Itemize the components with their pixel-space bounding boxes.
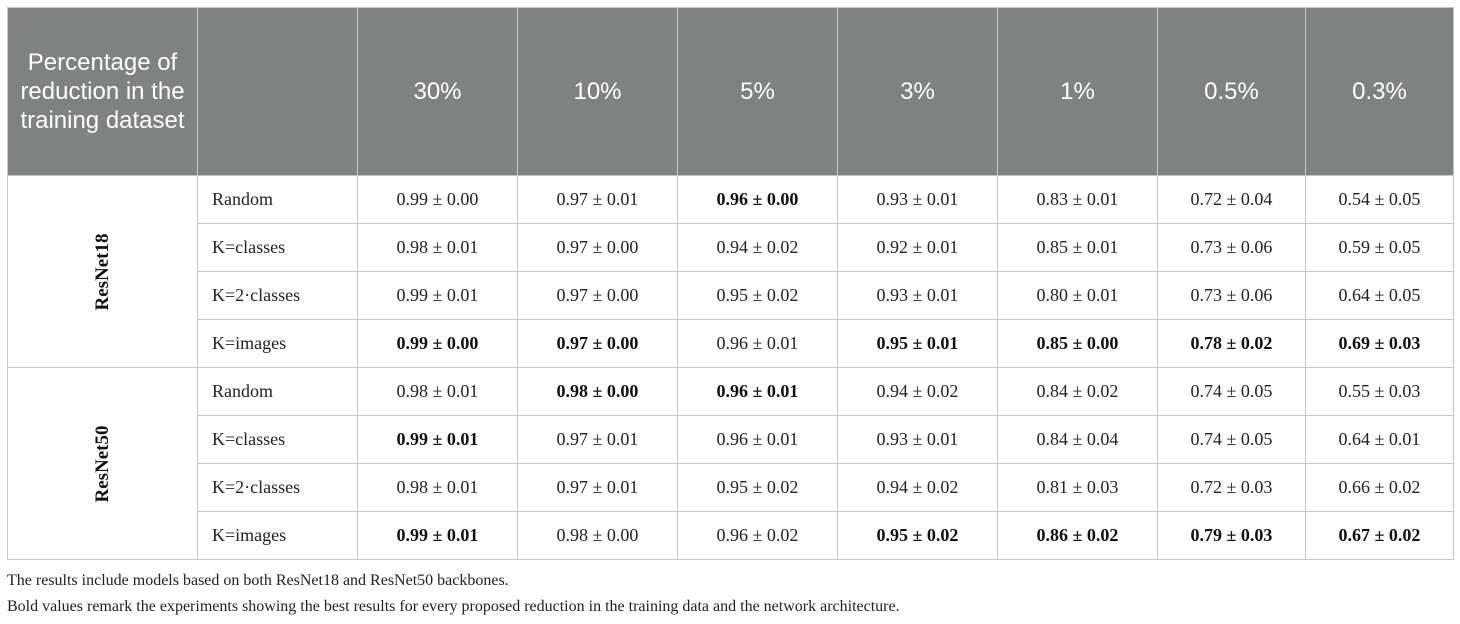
value-cell: 0.97 ± 0.01 bbox=[517, 463, 678, 512]
column-header: 0.5% bbox=[1157, 7, 1306, 176]
value-cell: 0.97 ± 0.00 bbox=[517, 223, 678, 272]
value-cell: 0.97 ± 0.00 bbox=[517, 271, 678, 320]
value-cell: 0.95 ± 0.02 bbox=[677, 463, 838, 512]
blank-header-cell bbox=[197, 7, 358, 176]
value-cell: 0.85 ± 0.01 bbox=[997, 223, 1158, 272]
value-cell: 0.96 ± 0.01 bbox=[677, 415, 838, 464]
value-cell: 0.96 ± 0.02 bbox=[677, 511, 838, 560]
value-cell: 0.83 ± 0.01 bbox=[997, 175, 1158, 224]
value-cell: 0.97 ± 0.01 bbox=[517, 175, 678, 224]
value-cell: 0.74 ± 0.05 bbox=[1157, 415, 1306, 464]
value-cell: 0.97 ± 0.01 bbox=[517, 415, 678, 464]
best-value-cell: 0.86 ± 0.02 bbox=[997, 511, 1158, 560]
value-cell: 0.93 ± 0.01 bbox=[837, 415, 998, 464]
value-cell: 0.94 ± 0.02 bbox=[837, 367, 998, 416]
backbone-group-cell: ResNet18 bbox=[7, 175, 198, 368]
value-cell: 0.95 ± 0.02 bbox=[677, 271, 838, 320]
value-cell: 0.81 ± 0.03 bbox=[997, 463, 1158, 512]
backbone-label: ResNet50 bbox=[91, 424, 113, 503]
method-cell: K=2·classes bbox=[197, 271, 358, 320]
best-value-cell: 0.95 ± 0.01 bbox=[837, 319, 998, 368]
value-cell: 0.94 ± 0.02 bbox=[677, 223, 838, 272]
value-cell: 0.59 ± 0.05 bbox=[1305, 223, 1454, 272]
best-value-cell: 0.67 ± 0.02 bbox=[1305, 511, 1454, 560]
table-row: ResNet50 Random 0.98 ± 0.01 0.98 ± 0.00 0.96… bbox=[7, 367, 1454, 560]
method-cell: Random bbox=[197, 367, 358, 416]
column-header: 0.3% bbox=[1305, 7, 1454, 176]
value-cell: 0.98 ± 0.01 bbox=[357, 223, 518, 272]
best-value-cell: 0.99 ± 0.01 bbox=[357, 511, 518, 560]
value-cell: 0.98 ± 0.00 bbox=[517, 511, 678, 560]
value-cell: 0.72 ± 0.03 bbox=[1157, 463, 1306, 512]
column-header: 1% bbox=[997, 7, 1158, 176]
best-value-cell: 0.95 ± 0.02 bbox=[837, 511, 998, 560]
method-cell: K=classes bbox=[197, 415, 358, 464]
method-cell: K=classes bbox=[197, 223, 358, 272]
column-header: 3% bbox=[837, 7, 998, 176]
footnote: Bold values remark the experiments showi… bbox=[7, 598, 900, 615]
best-value-cell: 0.85 ± 0.00 bbox=[997, 319, 1158, 368]
value-cell: 0.99 ± 0.00 bbox=[357, 175, 518, 224]
value-cell: 0.73 ± 0.06 bbox=[1157, 223, 1306, 272]
value-cell: 0.80 ± 0.01 bbox=[997, 271, 1158, 320]
best-value-cell: 0.98 ± 0.00 bbox=[517, 367, 678, 416]
table-row: K=images 0.99 ± 0.00 0.97 ± 0.00 0.96 ± 0.0… bbox=[8, 319, 1454, 368]
column-header: 5% bbox=[677, 7, 838, 176]
best-value-cell: 0.69 ± 0.03 bbox=[1305, 319, 1454, 368]
table-footnotes: The results include models based on both… bbox=[7, 568, 900, 620]
method-cell: Random bbox=[197, 175, 358, 224]
table-row: ResNet18 Random 0.99 ± 0.00 0.97 ± 0.01 0.96… bbox=[7, 175, 1454, 368]
value-cell: 0.98 ± 0.01 bbox=[357, 463, 518, 512]
best-value-cell: 0.96 ± 0.00 bbox=[677, 175, 838, 224]
method-cell: K=2·classes bbox=[197, 463, 358, 512]
value-cell: 0.64 ± 0.01 bbox=[1305, 415, 1454, 464]
value-cell: 0.92 ± 0.01 bbox=[837, 223, 998, 272]
table-row: K=classes 0.99 ± 0.01 0.97 ± 0.01 0.96 ± 0.… bbox=[8, 415, 1454, 464]
results-table: Percentage of reduction in the training … bbox=[7, 7, 1454, 560]
table-body: ResNet18 Random 0.99 ± 0.00 0.97 ± 0.01 0.96… bbox=[7, 175, 1454, 560]
method-cell: K=images bbox=[197, 319, 358, 368]
corner-header: Percentage of reduction in the training … bbox=[7, 7, 198, 176]
table-row: K=2·classes 0.98 ± 0.01 0.97 ± 0.01 0.95 ± … bbox=[8, 463, 1454, 512]
footnote: The results include models based on both… bbox=[7, 572, 509, 589]
value-cell: 0.64 ± 0.05 bbox=[1305, 271, 1454, 320]
column-header: 10% bbox=[517, 7, 678, 176]
value-cell: 0.98 ± 0.01 bbox=[357, 367, 518, 416]
best-value-cell: 0.96 ± 0.01 bbox=[677, 367, 838, 416]
best-value-cell: 0.97 ± 0.00 bbox=[517, 319, 678, 368]
best-value-cell: 0.79 ± 0.03 bbox=[1157, 511, 1306, 560]
value-cell: 0.96 ± 0.01 bbox=[677, 319, 838, 368]
best-value-cell: 0.78 ± 0.02 bbox=[1157, 319, 1306, 368]
value-cell: 0.84 ± 0.02 bbox=[997, 367, 1158, 416]
value-cell: 0.94 ± 0.02 bbox=[837, 463, 998, 512]
header-row: Percentage of reduction in the training … bbox=[7, 7, 1454, 176]
value-cell: 0.55 ± 0.03 bbox=[1305, 367, 1454, 416]
value-cell: 0.93 ± 0.01 bbox=[837, 175, 998, 224]
value-cell: 0.72 ± 0.04 bbox=[1157, 175, 1306, 224]
value-cell: 0.93 ± 0.01 bbox=[837, 271, 998, 320]
backbone-label: ResNet18 bbox=[91, 232, 113, 311]
best-value-cell: 0.99 ± 0.01 bbox=[357, 415, 518, 464]
table-row: K=images 0.99 ± 0.01 0.98 ± 0.00 0.96 ± 0.0… bbox=[8, 511, 1454, 560]
value-cell: 0.74 ± 0.05 bbox=[1157, 367, 1306, 416]
column-header: 30% bbox=[357, 7, 518, 176]
table-row: K=classes 0.98 ± 0.01 0.97 ± 0.00 0.94 ± 0.… bbox=[8, 223, 1454, 272]
backbone-group-cell: ResNet50 bbox=[7, 367, 198, 560]
value-cell: 0.54 ± 0.05 bbox=[1305, 175, 1454, 224]
value-cell: 0.99 ± 0.01 bbox=[357, 271, 518, 320]
value-cell: 0.84 ± 0.04 bbox=[997, 415, 1158, 464]
method-cell: K=images bbox=[197, 511, 358, 560]
value-cell: 0.73 ± 0.06 bbox=[1157, 271, 1306, 320]
table-row: K=2·classes 0.99 ± 0.01 0.97 ± 0.00 0.95 ± … bbox=[8, 271, 1454, 320]
table-header: Percentage of reduction in the training … bbox=[7, 7, 1454, 176]
best-value-cell: 0.99 ± 0.00 bbox=[357, 319, 518, 368]
value-cell: 0.66 ± 0.02 bbox=[1305, 463, 1454, 512]
